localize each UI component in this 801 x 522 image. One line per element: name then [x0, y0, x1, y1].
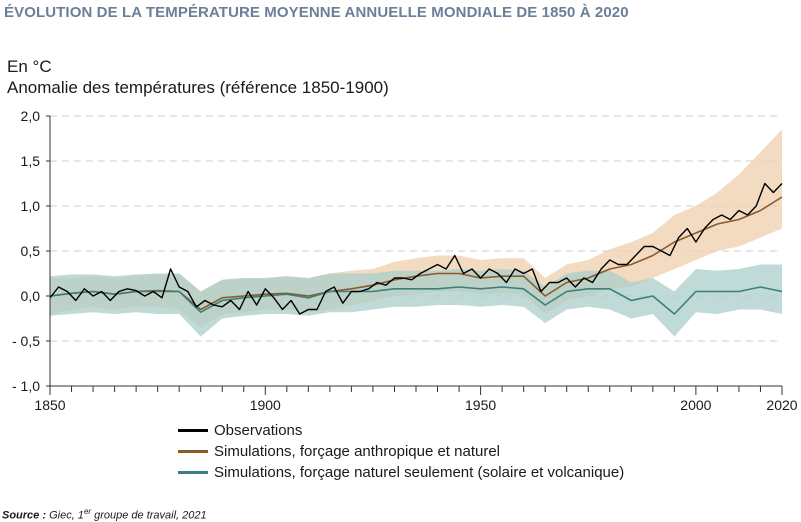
legend-item-observations: Observations — [178, 420, 624, 441]
legend-label-natural: Simulations, forçage naturel seulement (… — [214, 464, 625, 481]
source-text-after: groupe de travail, 2021 — [91, 509, 207, 522]
x-tick-label: 1950 — [465, 397, 496, 413]
legend-swatch-anthropogenic — [178, 450, 208, 453]
y-axis-label: Anomalie des températures (référence 185… — [7, 78, 389, 97]
temperature-chart: 2,0 1,5 1,0 0,5 0,0 - 0,5 - 1,0 1850 1900 1950 200… — [12, 108, 798, 413]
y-tick-label: - 0,5 — [12, 333, 40, 349]
y-tick-label: 0,0 — [21, 288, 41, 304]
legend: Observations Simulations, forçage anthro… — [178, 420, 624, 483]
y-tick-label: 1,0 — [21, 198, 41, 214]
source-text-before: Giec, 1 — [49, 509, 84, 522]
unit-label: En °C — [7, 57, 52, 76]
natural-mean-line — [49, 286, 783, 315]
x-tick-label: 2000 — [680, 397, 711, 413]
series-lines — [49, 182, 783, 315]
legend-item-anthropogenic: Simulations, forçage anthropique et natu… — [178, 441, 624, 462]
x-tick-label: 2020 — [766, 397, 797, 413]
x-tick-label: 1850 — [34, 397, 65, 413]
y-tick-label: 0,5 — [21, 243, 41, 259]
legend-label-anthropogenic: Simulations, forçage anthropique et natu… — [214, 443, 501, 460]
band-natural — [50, 264, 782, 337]
y-tick-label: - 1,0 — [12, 378, 40, 394]
legend-swatch-observations — [178, 429, 208, 432]
observations-line — [49, 182, 783, 315]
uncertainty-bands — [50, 129, 782, 337]
source-label: Source : — [2, 509, 47, 522]
legend-label-observations: Observations — [214, 422, 303, 439]
legend-swatch-natural — [178, 471, 208, 474]
x-tick-label: 1900 — [250, 397, 281, 413]
chart-title: ÉVOLUTION DE LA TEMPÉRATURE MOYENNE ANNU… — [4, 4, 629, 21]
source-note: Source : Giec, 1er groupe de travail, 20… — [2, 507, 207, 522]
legend-item-natural: Simulations, forçage naturel seulement (… — [178, 462, 624, 483]
y-tick-label: 1,5 — [21, 153, 41, 169]
axes: 2,0 1,5 1,0 0,5 0,0 - 0,5 - 1,0 1850 1900 1950 200… — [12, 108, 798, 413]
source-superscript: er — [83, 507, 92, 516]
y-tick-label: 2,0 — [21, 108, 41, 124]
